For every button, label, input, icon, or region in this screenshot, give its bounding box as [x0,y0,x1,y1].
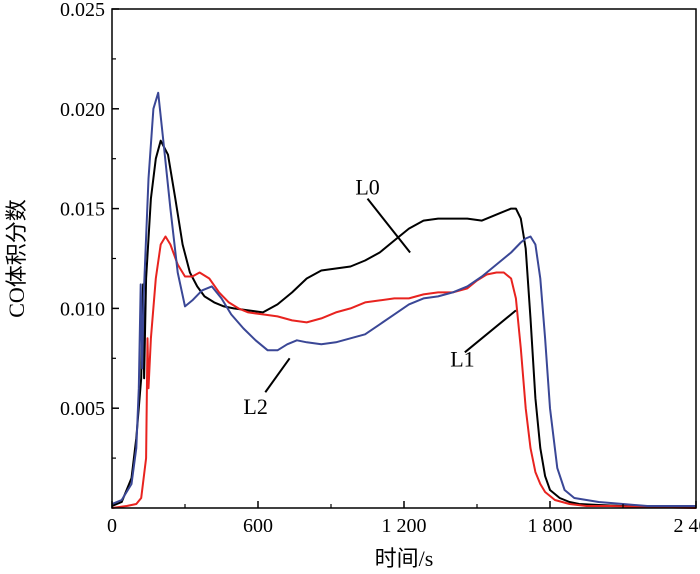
plot-frame [111,8,697,509]
x-tick-label: 0 [107,515,117,537]
series-line-l1 [111,235,697,509]
series-label-l1: L1 [450,346,474,371]
series-line-l0 [111,139,696,507]
x-tick-label: 1 200 [382,515,427,537]
x-tick-label: 600 [243,515,273,537]
annotation-layer: L0 L1 L2 [243,175,517,419]
x-tick-label: 1 800 [528,515,573,537]
y-tick-label: 0.010 [60,298,105,320]
annotation-leader-l1 [464,309,517,354]
x-axis-title: 时间/s [375,546,434,571]
series-label-l2: L2 [243,394,267,419]
y-axis-title: CO体积分数 [4,199,29,318]
y-tick-label: 0.025 [60,0,105,21]
series-label-l0: L0 [355,175,379,200]
y-tick-label: 0.015 [60,199,105,221]
y-tick-label: 0.020 [60,99,105,121]
series-line-l2 [111,91,696,507]
axes-layer: 0 600 1 200 1 800 2 400 0.005 0.010 0.015 0.020 0… [60,0,700,537]
y-tick-label: 0.005 [60,398,105,420]
series-layer [111,91,697,509]
annotation-leader-l0 [366,198,411,254]
x-tick-label: 2 400 [674,515,700,537]
annotation-leader-l2 [264,357,291,393]
